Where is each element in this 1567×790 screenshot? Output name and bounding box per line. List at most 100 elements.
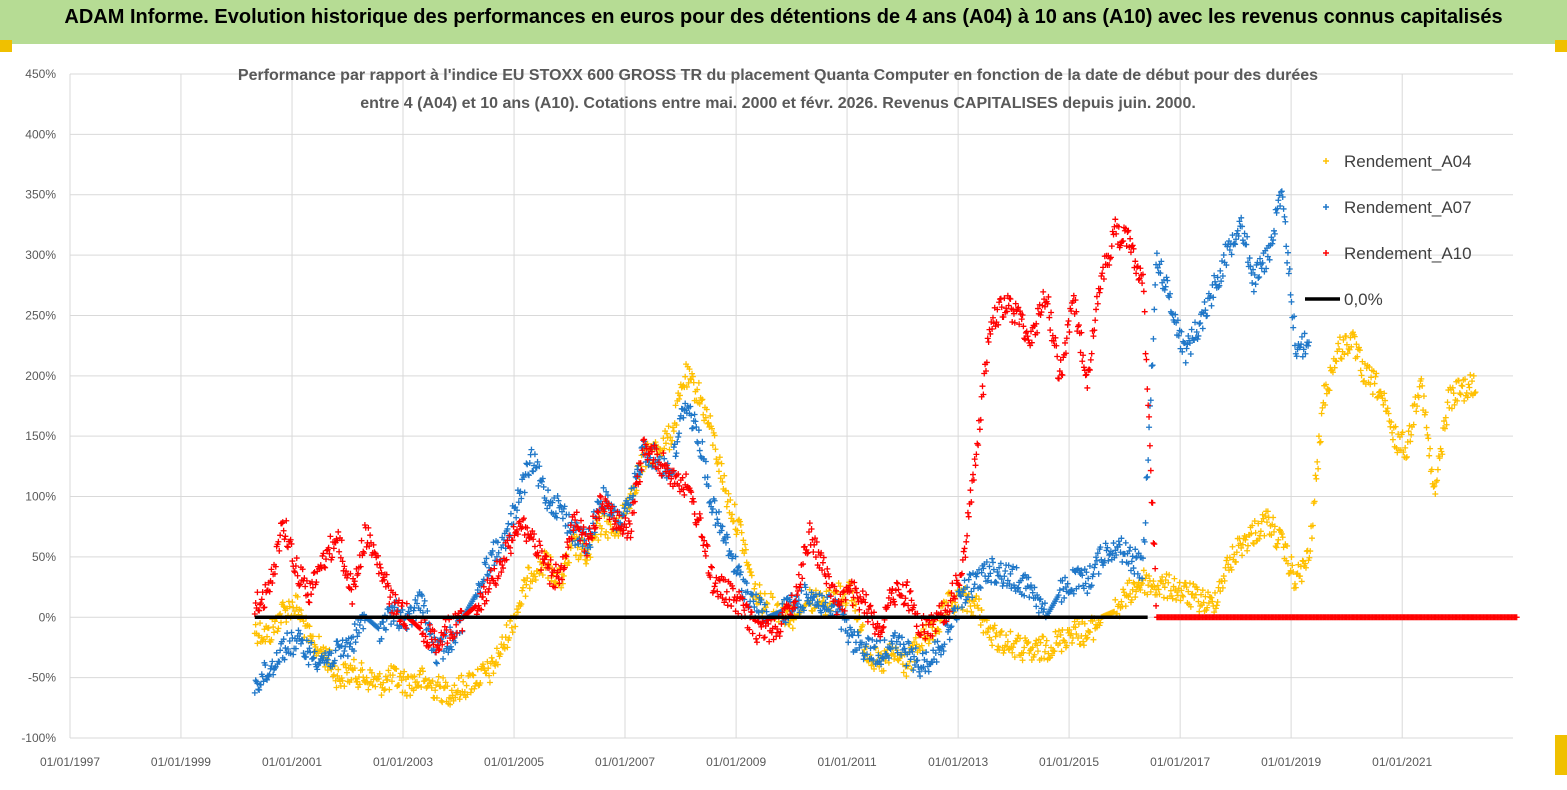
data-point: [1462, 376, 1469, 383]
data-point: [966, 571, 973, 578]
data-point: [887, 646, 894, 653]
data-point: [1121, 589, 1128, 596]
data-point: [1054, 633, 1061, 640]
data-point: [1058, 648, 1065, 655]
data-point: [374, 624, 381, 631]
data-point: [1028, 657, 1035, 664]
data-point: [864, 618, 871, 625]
data-point: [1025, 337, 1032, 344]
data-point: [1140, 288, 1147, 295]
data-point: [580, 524, 587, 531]
data-point: [510, 523, 517, 530]
data-point: [753, 635, 760, 642]
data-point: [1037, 595, 1044, 602]
data-point: [838, 598, 845, 605]
data-point: [601, 508, 608, 515]
data-point: [977, 416, 984, 423]
data-point: [563, 553, 570, 560]
data-point: [277, 532, 284, 539]
legend-marker: [1323, 250, 1329, 256]
data-point: [732, 553, 739, 560]
data-point: [604, 492, 611, 499]
data-point: [1256, 535, 1263, 542]
data-point: [268, 636, 275, 643]
data-point: [1028, 328, 1034, 335]
data-point: [448, 687, 455, 694]
data-point: [453, 621, 460, 628]
data-point: [591, 525, 598, 532]
data-point: [709, 505, 716, 512]
data-point: [1263, 519, 1270, 526]
data-point: [1084, 590, 1091, 597]
data-point: [525, 564, 532, 571]
data-point: [1080, 642, 1087, 649]
data-point: [630, 492, 637, 499]
data-point: [723, 588, 730, 595]
data-point: [1070, 292, 1077, 299]
data-point: [1385, 410, 1392, 417]
data-point: [433, 659, 440, 666]
data-point: [1126, 577, 1133, 584]
data-point: [1277, 189, 1284, 196]
data-point: [1456, 390, 1463, 397]
data-point: [903, 662, 910, 669]
data-point: [1100, 276, 1107, 283]
data-point: [430, 641, 437, 648]
data-point: [1002, 567, 1009, 574]
data-point: [426, 621, 433, 628]
data-point: [887, 599, 894, 606]
data-point: [483, 597, 490, 604]
data-point: [1262, 512, 1269, 519]
x-tick-label: 01/01/2007: [595, 755, 655, 769]
data-point: [370, 541, 377, 548]
data-point: [980, 391, 987, 398]
data-point: [748, 572, 755, 579]
data-point: [1308, 535, 1315, 542]
data-point: [1037, 639, 1044, 646]
data-point: [458, 607, 465, 614]
data-point: [514, 606, 521, 613]
data-point: [1407, 438, 1414, 445]
data-point: [983, 559, 990, 566]
data-point: [403, 600, 410, 607]
data-point: [348, 586, 355, 593]
data-point: [545, 487, 552, 494]
legend-item: Rendement_A10: [1323, 244, 1472, 263]
data-point: [695, 440, 702, 447]
data-point: [913, 623, 920, 630]
data-point: [670, 467, 677, 474]
x-tick-label: 01/01/2003: [373, 755, 433, 769]
data-point: [651, 442, 658, 449]
data-point: [1239, 223, 1246, 230]
data-point: [891, 632, 898, 639]
data-point: [376, 561, 383, 568]
data-point: [349, 600, 356, 607]
data-point: [800, 604, 807, 611]
data-point: [361, 521, 368, 528]
data-point: [796, 584, 803, 591]
data-point: [1244, 547, 1251, 554]
data-point: [638, 466, 645, 473]
data-point: [641, 436, 648, 443]
data-point: [498, 569, 505, 576]
data-point: [623, 524, 630, 531]
data-point: [1132, 258, 1139, 265]
data-point: [1228, 566, 1235, 573]
data-point: [717, 475, 724, 482]
data-point: [540, 560, 547, 567]
data-point: [975, 442, 982, 449]
data-point: [1107, 254, 1114, 261]
data-point: [254, 589, 261, 596]
data-point: [332, 677, 339, 684]
data-point: [555, 497, 562, 504]
data-point: [958, 593, 965, 600]
data-point: [1191, 594, 1198, 601]
data-point: [1387, 423, 1394, 430]
data-point: [447, 624, 454, 631]
data-point: [1248, 530, 1255, 537]
data-point: [672, 453, 679, 460]
data-point: [1174, 589, 1181, 596]
data-point: [1281, 213, 1288, 220]
data-point: [1257, 255, 1263, 262]
data-point: [575, 556, 582, 563]
